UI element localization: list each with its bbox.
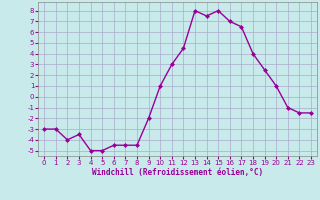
X-axis label: Windchill (Refroidissement éolien,°C): Windchill (Refroidissement éolien,°C) [92, 168, 263, 177]
